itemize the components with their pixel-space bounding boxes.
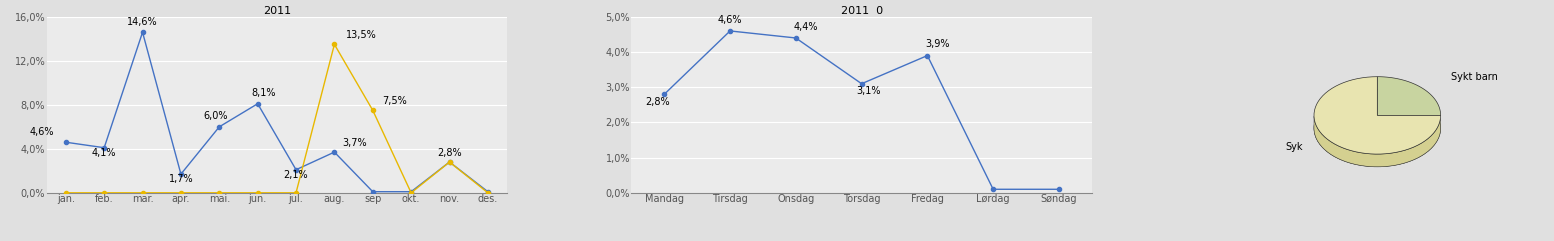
- Text: 7,5%: 7,5%: [382, 96, 407, 106]
- Text: Syk: Syk: [1285, 142, 1304, 152]
- Text: 3,1%: 3,1%: [856, 86, 881, 96]
- Text: 1,7%: 1,7%: [168, 174, 193, 184]
- Text: 8,1%: 8,1%: [252, 88, 275, 98]
- Text: 14,6%: 14,6%: [127, 17, 159, 27]
- Text: 2,1%: 2,1%: [284, 170, 308, 180]
- Polygon shape: [1315, 77, 1441, 154]
- Text: 4,6%: 4,6%: [718, 15, 743, 25]
- Text: Sykt barn: Sykt barn: [1451, 72, 1498, 82]
- Text: 3,9%: 3,9%: [925, 39, 949, 49]
- Text: 3,7%: 3,7%: [342, 138, 367, 148]
- Text: 6,0%: 6,0%: [204, 111, 228, 121]
- Ellipse shape: [1315, 89, 1441, 167]
- Text: 13,5%: 13,5%: [347, 30, 376, 40]
- Text: 4,4%: 4,4%: [794, 22, 817, 32]
- Title: 2011  0: 2011 0: [841, 6, 883, 16]
- Polygon shape: [1315, 116, 1441, 167]
- Text: 2,8%: 2,8%: [437, 148, 462, 158]
- Title: 2011: 2011: [263, 6, 291, 16]
- Text: 4,6%: 4,6%: [30, 127, 54, 137]
- Text: 2,8%: 2,8%: [645, 97, 670, 107]
- Text: 4,1%: 4,1%: [92, 148, 117, 158]
- Polygon shape: [1377, 77, 1441, 115]
